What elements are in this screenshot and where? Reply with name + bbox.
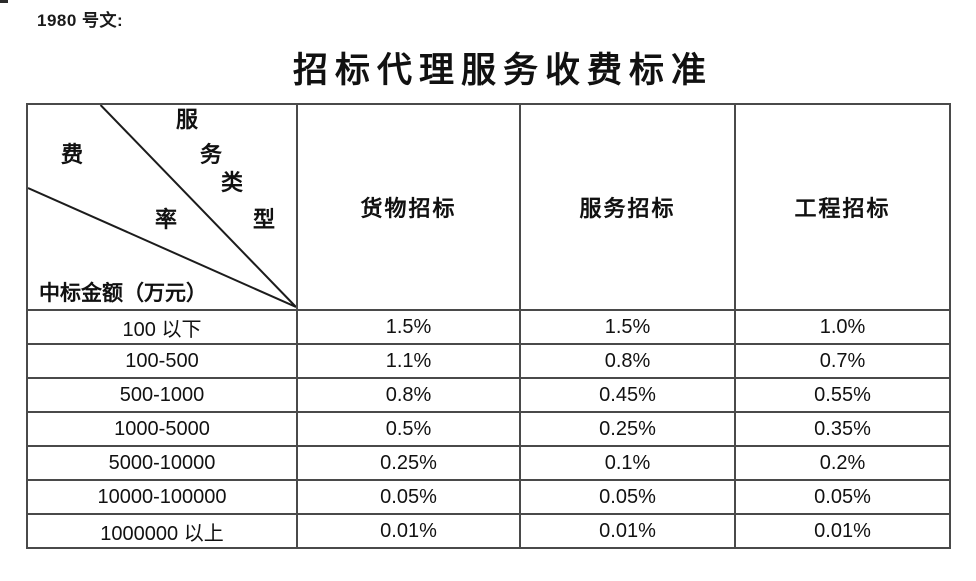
- rate-cell: 0.01%: [734, 513, 951, 549]
- rate-cell: 1.5%: [296, 309, 521, 345]
- amount-range-cell: 1000-5000: [26, 411, 298, 447]
- diagonal-label-service-char-1: 服: [175, 107, 198, 132]
- diagonal-label-service-char-3: 类: [220, 170, 243, 195]
- diagonal-divider-lines: [29, 106, 295, 308]
- rate-cell: 0.2%: [734, 445, 951, 481]
- doc-number-label: 1980 号文:: [37, 11, 124, 30]
- table-row: 100 以下 1.5% 1.5% 1.0%: [26, 309, 951, 345]
- rate-cell: 0.5%: [296, 411, 521, 447]
- scan-artifact-mark: [0, 0, 8, 3]
- amount-range-cell: 100 以下: [26, 309, 298, 345]
- rate-cell: 0.8%: [296, 377, 521, 413]
- table-row: 5000-10000 0.25% 0.1% 0.2%: [26, 445, 951, 481]
- rate-cell: 0.01%: [296, 513, 521, 549]
- diagonal-label-amount: 中标金额（万元）: [39, 281, 207, 305]
- table-row: 1000000 以上 0.01% 0.01% 0.01%: [26, 513, 951, 549]
- amount-range-cell: 5000-10000: [26, 445, 298, 481]
- fee-standard-table: 费 服 务 类 率 型 中标金额（万元） 货物招标 服务招标 工程招标 100 …: [26, 103, 951, 549]
- table-row: 1000-5000 0.5% 0.25% 0.35%: [26, 411, 951, 447]
- header-row: 费 服 务 类 率 型 中标金额（万元） 货物招标 服务招标 工程招标: [26, 103, 951, 311]
- rate-cell: 1.5%: [519, 309, 736, 345]
- rate-cell: 0.25%: [519, 411, 736, 447]
- rate-cell: 0.55%: [734, 377, 951, 413]
- amount-range-cell: 100-500: [26, 343, 298, 379]
- column-header-services: 服务招标: [519, 103, 736, 311]
- column-header-goods: 货物招标: [296, 103, 521, 311]
- rate-cell: 0.05%: [734, 479, 951, 515]
- table-row: 10000-100000 0.05% 0.05% 0.05%: [26, 479, 951, 515]
- rate-cell: 1.0%: [734, 309, 951, 345]
- rate-cell: 0.05%: [296, 479, 521, 515]
- rate-cell: 0.05%: [519, 479, 736, 515]
- table-row: 500-1000 0.8% 0.45% 0.55%: [26, 377, 951, 413]
- column-header-engineering: 工程招标: [734, 103, 951, 311]
- rate-cell: 0.7%: [734, 343, 951, 379]
- table-row: 100-500 1.1% 0.8% 0.7%: [26, 343, 951, 379]
- rate-cell: 0.25%: [296, 445, 521, 481]
- diagonal-label-service-char-2: 务: [199, 142, 222, 167]
- rate-cell: 0.1%: [519, 445, 736, 481]
- page-title: 招标代理服务收费标准: [292, 51, 713, 90]
- amount-range-cell: 1000000 以上: [26, 513, 298, 549]
- diagonal-header-cell: 费 服 务 类 率 型 中标金额（万元）: [26, 103, 298, 311]
- rate-cell: 0.35%: [734, 411, 951, 447]
- diagonal-label-fee-char: 费: [60, 142, 83, 167]
- amount-range-cell: 10000-100000: [26, 479, 298, 515]
- diagonal-label-service-char-4: 型: [252, 207, 275, 232]
- rate-cell: 0.01%: [519, 513, 736, 549]
- rate-cell: 0.45%: [519, 377, 736, 413]
- amount-range-cell: 500-1000: [26, 377, 298, 413]
- rate-cell: 1.1%: [296, 343, 521, 379]
- rate-cell: 0.8%: [519, 343, 736, 379]
- diagonal-label-rate-char: 率: [154, 207, 177, 232]
- fee-table-body: 100 以下 1.5% 1.5% 1.0% 100-500 1.1% 0.8% 0.7% 500…: [26, 309, 951, 549]
